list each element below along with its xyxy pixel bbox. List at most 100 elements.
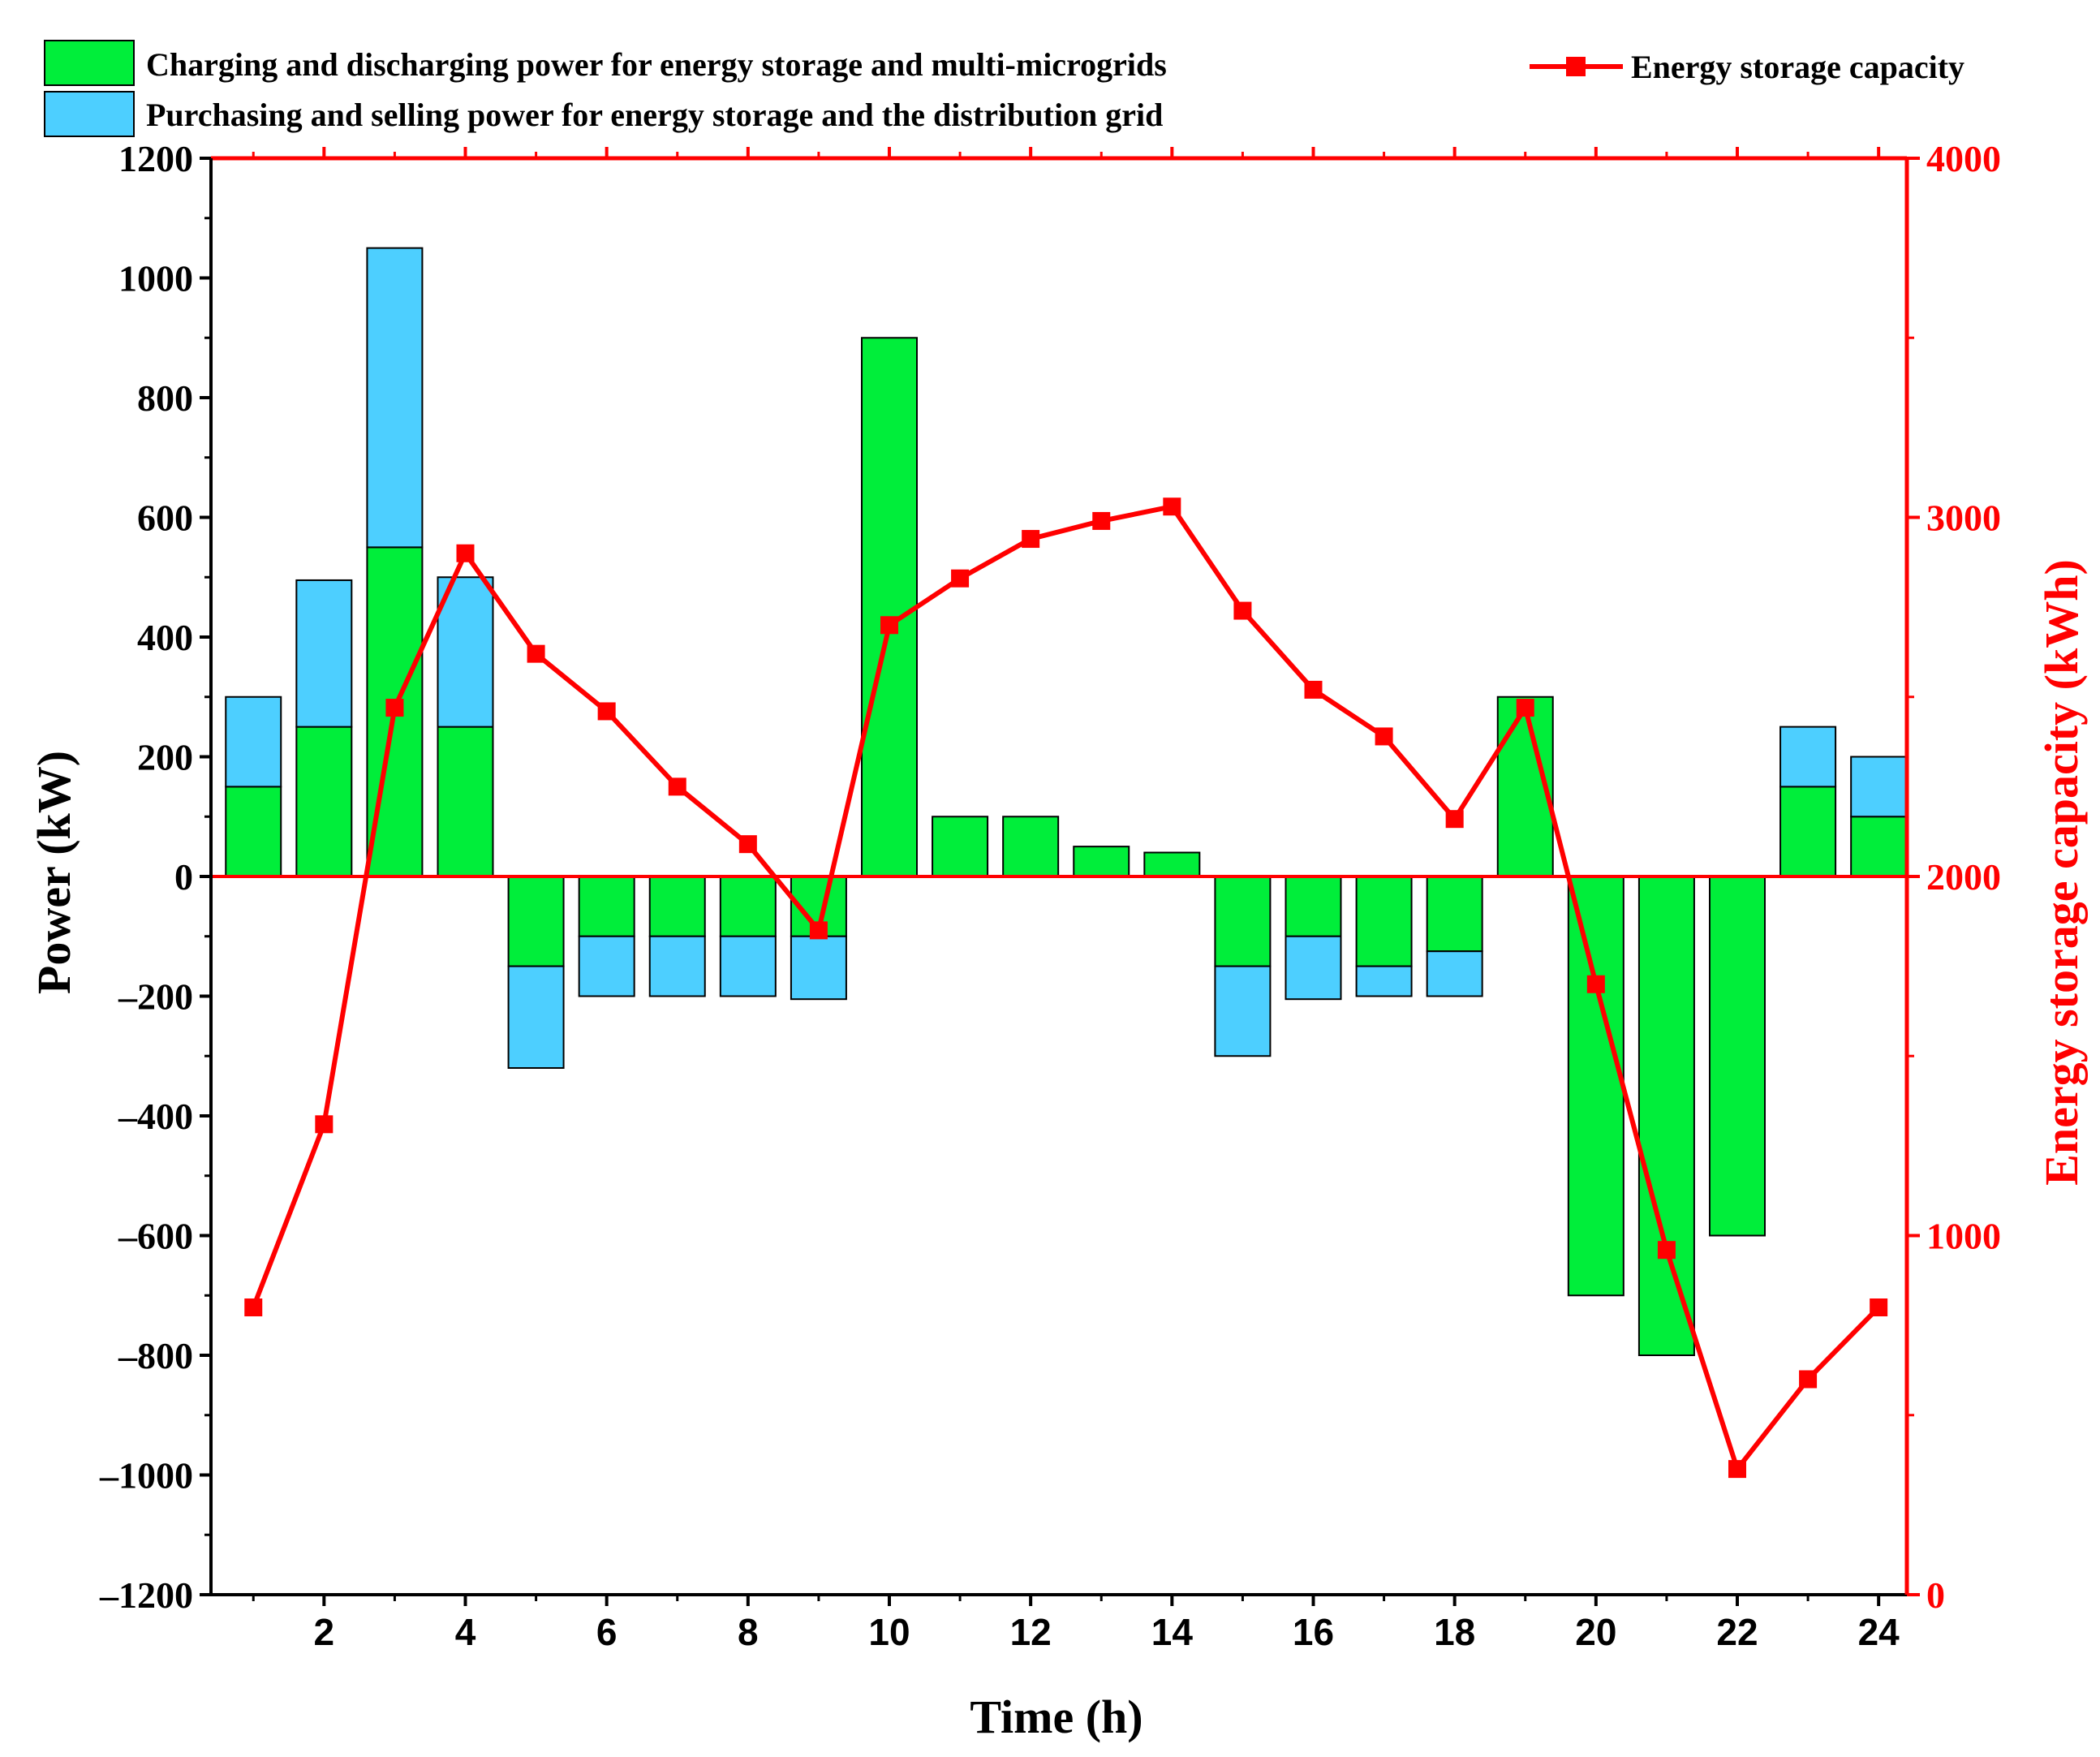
capacity-point-17 [1375,727,1393,746]
legend-label-purchasing: Purchasing and selling power for energy … [146,97,1163,133]
bar-charging-18 [1426,876,1483,953]
capacity-point-3 [385,699,404,717]
bar-charging-5 [507,876,565,967]
legend: Charging and discharging power for energ… [44,40,1964,137]
bar-purchasing-9 [790,935,847,1001]
capacity-line-layer [244,497,1888,1479]
x-tick-label-20: 20 [1575,1611,1616,1653]
capacity-point-18 [1445,810,1464,829]
y-tick-label-600: 600 [137,497,193,539]
bar-purchasing-18 [1426,950,1483,997]
bar-charging-13 [1073,846,1130,877]
x-tick-label-14: 14 [1151,1611,1194,1653]
bar-purchasing-24 [1850,756,1908,818]
capacity-point-1 [244,1298,263,1316]
y2-tick-label-0: 0 [1926,1574,1945,1616]
bar-charging-21 [1637,876,1695,1356]
capacity-point-5 [527,644,545,663]
y-tick-label--600: –600 [118,1216,193,1257]
y-axis-title: Power (kW) [28,751,80,994]
y-tick-label--1200: –1200 [99,1574,193,1616]
bar-charging-24 [1850,816,1908,877]
bar-charging-20 [1567,876,1624,1297]
bar-charging-6 [578,876,635,937]
x-tick-label-18: 18 [1434,1611,1475,1653]
y-tick-label-1200: 1200 [118,138,193,179]
left-axis-ticks: 1200 1000 800 600 400 200 0 –200 –400 –600 –800 –10… [99,138,211,1616]
x-tick-label-12: 12 [1010,1611,1052,1653]
bar-charging-12 [1002,816,1060,877]
capacity-point-10 [880,616,898,635]
capacity-point-20 [1586,975,1605,993]
bar-purchasing-7 [648,935,706,997]
bar-charging-8 [719,876,777,937]
bar-charging-14 [1143,851,1201,877]
y-tick-label-0: 0 [174,856,193,898]
capacity-point-16 [1304,680,1323,699]
capacity-point-8 [738,835,757,854]
capacity-point-6 [597,702,616,721]
capacity-point-7 [668,777,686,796]
bar-charging-1 [225,786,282,877]
bar-purchasing-17 [1355,965,1413,997]
x-axis-ticks: 2 4 6 8 10 12 14 16 18 20 22 24 [252,1595,1900,1653]
bar-purchasing-2 [295,579,353,728]
x-tick-label-22: 22 [1716,1611,1758,1653]
capacity-point-24 [1870,1298,1888,1316]
bar-purchasing-3 [366,247,424,549]
bar-purchasing-4 [437,576,494,728]
bar-purchasing-1 [225,695,282,788]
plot-area: 120010008006004002000–200–400–600–800–10… [99,138,2001,1653]
bar-purchasing-6 [578,935,635,997]
legend-marker-capacity [1566,57,1586,76]
capacity-point-14 [1163,497,1181,516]
y-tick-label--200: –200 [118,976,193,1018]
y-tick-label-800: 800 [137,377,193,419]
bar-charging-16 [1285,876,1342,937]
bar-purchasing-16 [1285,935,1342,1001]
bar-purchasing-23 [1779,726,1837,788]
capacity-line [251,504,1881,1472]
x-tick-label-4: 4 [455,1611,476,1653]
y-tick-label-200: 200 [137,737,193,778]
capacity-point-2 [315,1115,334,1134]
capacity-point-21 [1657,1241,1676,1260]
top-axis-ticks [252,147,1881,158]
bars-layer [225,247,1908,1356]
capacity-point-9 [809,921,828,940]
y-tick-label-400: 400 [137,617,193,658]
y2-axis-title: Energy storage capacity (kWh) [2035,559,2088,1186]
bar-charging-7 [648,876,706,937]
bar-charging-2 [295,726,353,877]
capacity-point-23 [1799,1370,1818,1389]
x-tick-label-24: 24 [1858,1611,1900,1653]
x-tick-label-2: 2 [314,1611,335,1653]
right-axis-ticks: 4000 3000 2000 1000 0 [1907,138,2001,1616]
capacity-point-12 [1022,530,1040,549]
y-tick-label--1000: –1000 [99,1455,193,1496]
bar-purchasing-8 [719,935,777,997]
x-tick-label-6: 6 [596,1611,618,1653]
capacity-point-11 [951,569,970,588]
bar-charging-15 [1214,876,1272,967]
bar-charging-11 [932,816,989,877]
capacity-point-13 [1092,511,1111,530]
y-tick-label--800: –800 [118,1335,193,1376]
y-tick-label-1000: 1000 [118,258,193,299]
legend-swatch-purchasing [44,91,135,137]
legend-label-charging: Charging and discharging power for energ… [146,46,1167,83]
y2-tick-label-1000: 1000 [1926,1216,2001,1257]
bar-charging-4 [437,726,494,877]
bar-purchasing-15 [1214,965,1272,1057]
capacity-point-22 [1728,1460,1746,1479]
bar-charging-23 [1779,786,1837,877]
x-tick-label-16: 16 [1293,1611,1334,1653]
y2-tick-label-2000: 2000 [1926,856,2001,898]
y2-tick-label-3000: 3000 [1926,497,2001,539]
x-tick-label-10: 10 [868,1611,910,1653]
bar-purchasing-5 [507,965,565,1069]
x-axis-title: Time (h) [970,1690,1143,1743]
y-tick-label--400: –400 [118,1096,193,1137]
capacity-point-15 [1233,601,1252,620]
